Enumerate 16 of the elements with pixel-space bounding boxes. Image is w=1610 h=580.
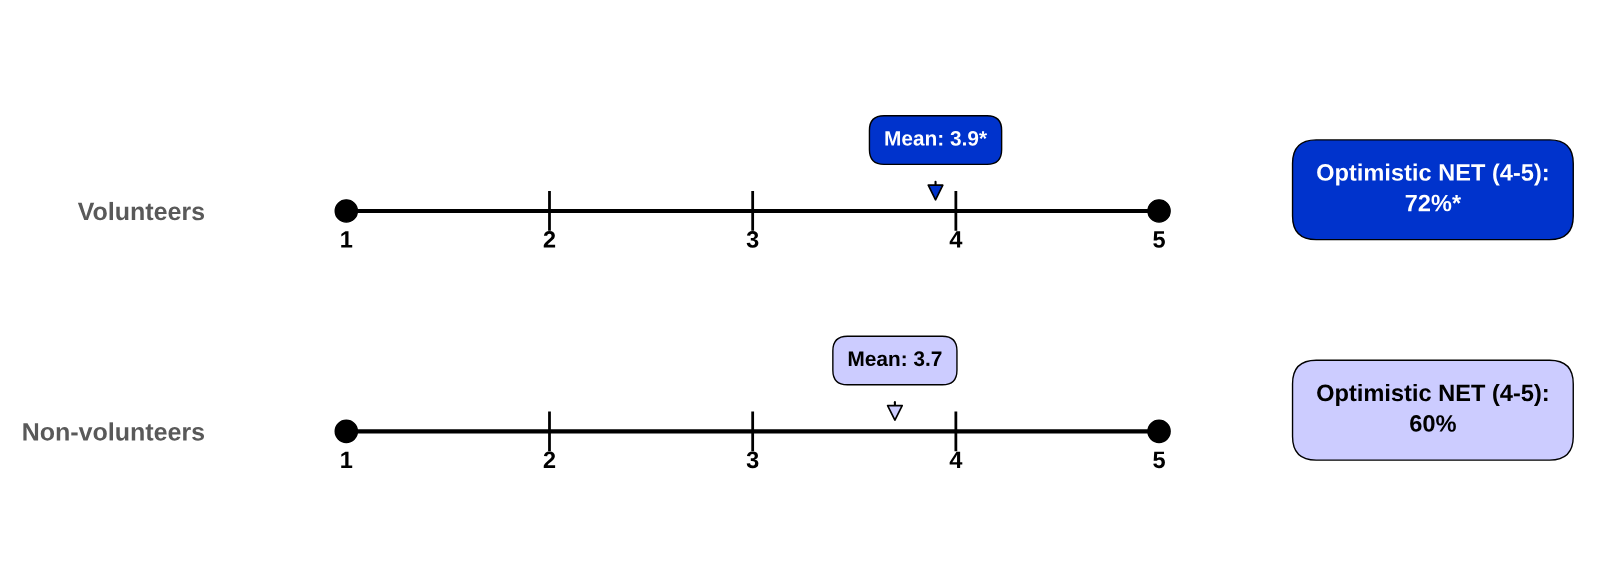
- x-tick-label: 1: [341, 451, 353, 468]
- x-tick-label: 5: [1153, 451, 1165, 469]
- x-tick-label: 5: [1153, 231, 1165, 248]
- x-tick-label: 4: [949, 231, 963, 248]
- x-tick-label: 3: [746, 451, 759, 469]
- x-tick-label: 1: [341, 231, 353, 248]
- x-tick-label: 3: [746, 231, 759, 248]
- y-tick-label: Non-volunteers: [23, 422, 205, 441]
- text: Optimistic NET (4-5): 60%: [1317, 383, 1548, 432]
- x-tick-label: 2: [543, 451, 556, 468]
- data-label: Mean: 3.9*: [885, 130, 988, 146]
- x-tick-label: 2: [543, 231, 556, 248]
- x-tick-label: 4: [949, 451, 963, 468]
- data-label: Mean: 3.7: [848, 351, 942, 367]
- text: Optimistic NET (4-5): 72%*: [1317, 163, 1548, 212]
- y-tick-label: Volunteers: [77, 201, 205, 221]
